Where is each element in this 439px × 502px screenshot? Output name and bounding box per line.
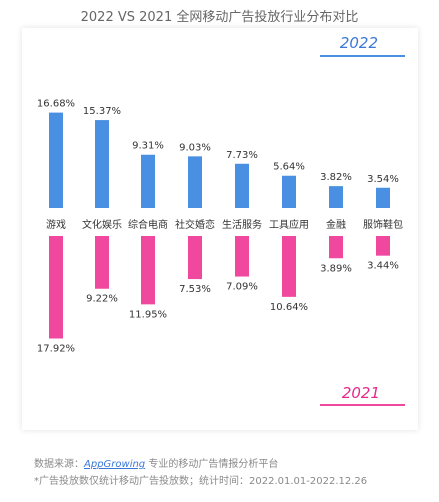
bar-2021: [49, 236, 63, 339]
data-label-2022: 16.68%: [37, 99, 75, 110]
data-note: *广告投放数仅统计移动广告投放数；统计时间：2022.01.01-2022.12…: [34, 476, 368, 487]
data-label-2021: 3.89%: [320, 263, 352, 274]
bar-2021: [282, 236, 296, 297]
bar-2022: [282, 175, 296, 208]
bar-2022: [141, 154, 155, 208]
chart-title: 2022 VS 2021 全网移动广告投放行业分布对比: [80, 10, 359, 25]
bar-2021: [95, 236, 109, 289]
bar-2021: [188, 236, 202, 280]
bar-2022: [235, 163, 249, 208]
bar-2021: [329, 236, 343, 259]
legend-2021: 2021: [342, 384, 380, 402]
data-label-2022: 3.54%: [367, 174, 399, 185]
bar-2021: [376, 236, 390, 256]
data-label-2022: 7.73%: [226, 150, 258, 161]
chart-card: [22, 28, 418, 430]
data-label-2021: 7.53%: [179, 284, 211, 295]
data-label-2022: 9.31%: [132, 141, 164, 152]
legend-2022: 2022: [340, 34, 378, 52]
category-label: 金融: [326, 218, 346, 231]
category-label: 服饰鞋包: [363, 218, 403, 231]
data-label-2021: 10.64%: [270, 302, 308, 313]
bar-2021: [141, 236, 155, 305]
data-label-2021: 11.95%: [129, 309, 167, 320]
data-label-2021: 7.09%: [226, 282, 258, 293]
source-suffix: 专业的移动广告情报分析平台: [145, 459, 279, 470]
source-prefix: 数据来源：: [34, 459, 84, 470]
data-label-2021: 17.92%: [37, 344, 75, 355]
bar-2021: [235, 236, 249, 277]
source-brand-link[interactable]: AppGrowing: [84, 459, 146, 470]
bar-2022: [329, 186, 343, 208]
category-label: 游戏: [46, 218, 66, 231]
category-label: 生活服务: [222, 218, 262, 231]
bar-2022: [95, 120, 109, 208]
data-label-2022: 5.64%: [273, 162, 305, 173]
data-label-2021: 3.44%: [367, 261, 399, 272]
category-label: 文化娱乐: [82, 218, 122, 231]
data-source: 数据来源：AppGrowing 专业的移动广告情报分析平台: [34, 455, 278, 470]
category-label: 工具应用: [269, 218, 309, 231]
data-label-2022: 15.37%: [83, 106, 121, 117]
bar-2022: [49, 112, 63, 208]
bar-2022: [376, 187, 390, 208]
category-label: 综合电商: [128, 218, 168, 231]
bar-2022: [188, 156, 202, 208]
data-label-2021: 9.22%: [86, 294, 118, 305]
category-label: 社交婚恋: [175, 218, 215, 231]
data-label-2022: 3.82%: [320, 172, 352, 183]
data-label-2022: 9.03%: [179, 142, 211, 153]
